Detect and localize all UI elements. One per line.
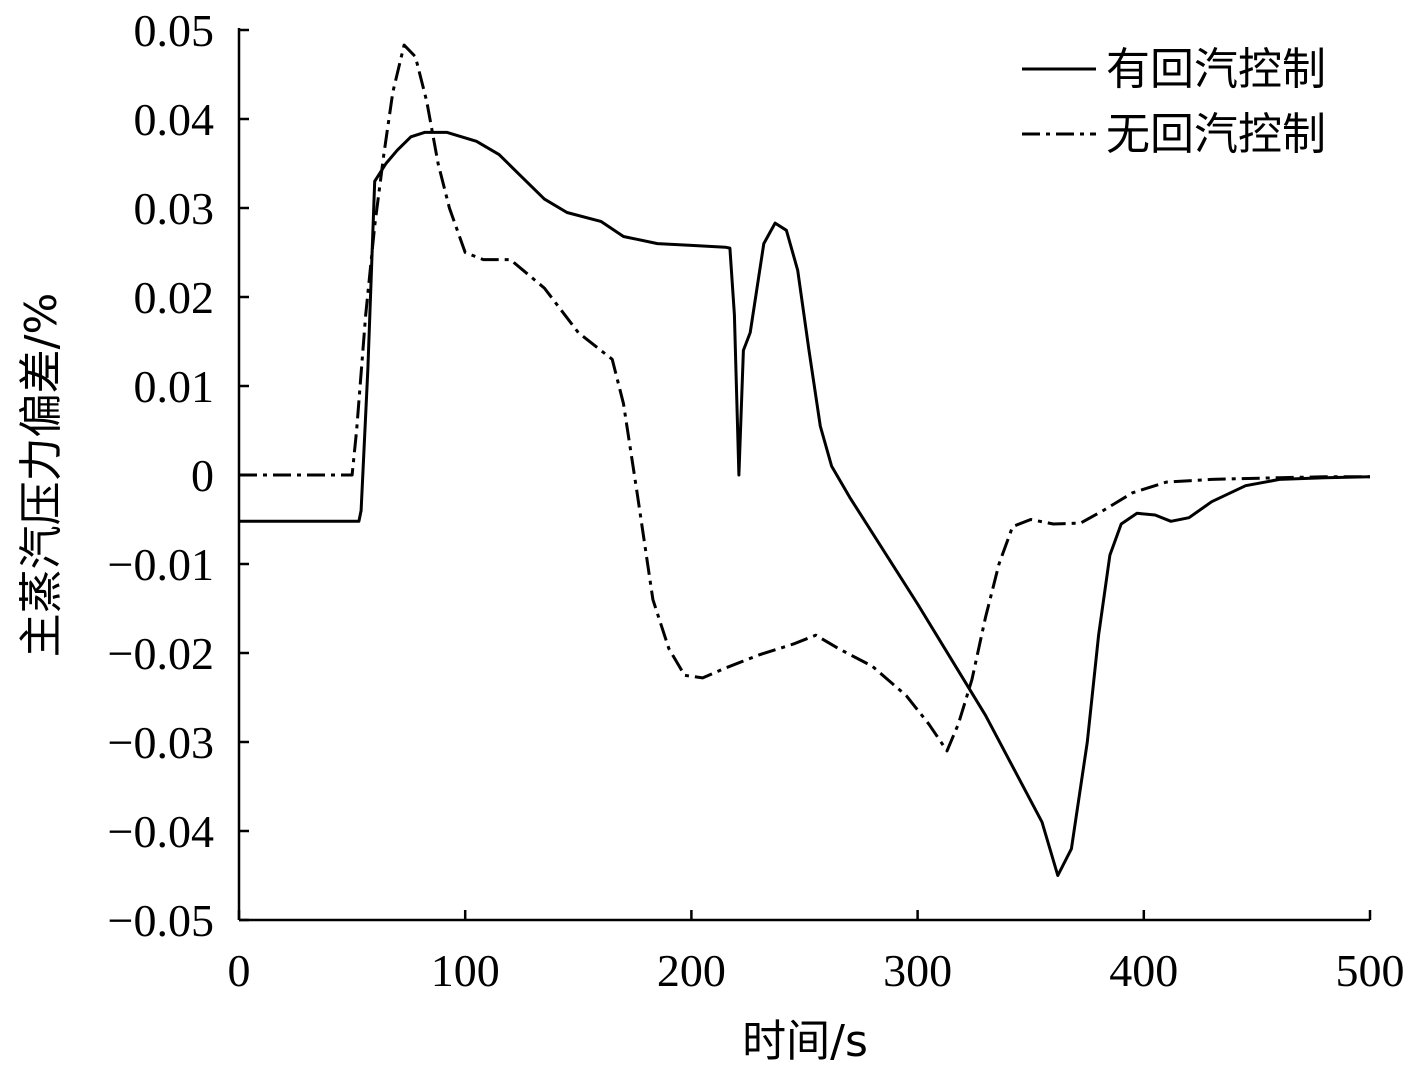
axes: 0.05 0.04 0.03 0.02 0.01 0 −0.01 −0.02 −0.03 −0.0…: [108, 5, 1405, 996]
x-tick-label: 200: [657, 945, 726, 996]
x-tick-label: 300: [883, 945, 952, 996]
y-tick-label: 0.01: [134, 361, 215, 412]
y-tick-label: −0.05: [108, 895, 214, 946]
legend-label-1: 有回汽控制: [1106, 44, 1326, 95]
y-tick-label: −0.01: [108, 539, 214, 590]
x-tick-label: 0: [228, 945, 251, 996]
x-tick-label: 400: [1109, 945, 1178, 996]
y-tick-label: 0.03: [134, 183, 215, 234]
y-tick-label: 0.02: [134, 272, 215, 323]
x-tick-label: 100: [431, 945, 500, 996]
x-tick-label: 500: [1336, 945, 1405, 996]
y-tick-label: 0.05: [134, 5, 215, 56]
y-tick-label: −0.04: [108, 806, 214, 857]
series-line-2: [239, 43, 1370, 753]
legend-label-2: 无回汽控制: [1106, 109, 1326, 160]
y-axis-title: 主蒸汽压力偏差/%: [16, 293, 67, 658]
y-tick-label: −0.02: [108, 628, 214, 679]
y-tick-label: 0: [191, 450, 214, 501]
series-line-1: [239, 130, 1371, 877]
x-axis-title: 时间/s: [742, 1016, 868, 1067]
y-tick-label: 0.04: [134, 94, 215, 145]
series-layer: [239, 43, 1371, 877]
y-tick-label: −0.03: [108, 717, 214, 768]
